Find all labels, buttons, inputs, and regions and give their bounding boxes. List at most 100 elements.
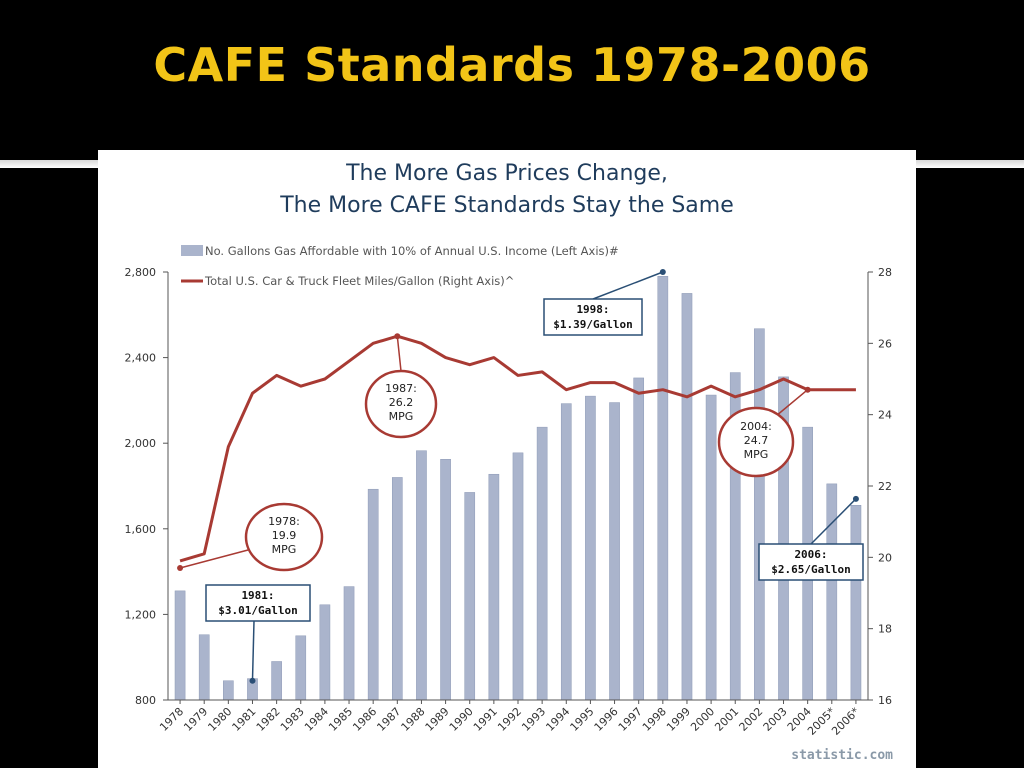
ellipse-callout [364,369,438,439]
ellipse-point [804,386,811,393]
x-tick-label: 2003 [761,705,790,734]
right-tick-label: 22 [878,480,892,493]
bar-series [174,276,862,701]
x-tick-label: 2000 [688,705,717,734]
source-label: statistic.com [791,748,893,763]
legend-bar-swatch [181,245,203,256]
bar-1998 [657,276,669,701]
x-tick-label: 1986 [350,705,379,734]
callout-label: 2006: [794,548,827,561]
bar-1992 [512,452,524,701]
right-tick-label: 20 [878,551,892,564]
bar-1982 [271,661,282,701]
bar-2000 [705,394,717,701]
ellipse-callout [717,406,795,478]
callout-leader [810,498,857,545]
x-tick-label: 1989 [423,705,452,734]
callout-label: 1998: [576,303,609,316]
x-tick-label: 1987 [374,705,403,734]
callout-point [249,677,256,684]
callout-value: $1.39/Gallon [553,318,632,331]
ellipse-value: 26.2 [389,396,414,409]
bar-1989 [440,459,451,701]
x-tick-label: 1988 [399,705,428,734]
slide-title: CAFE Standards 1978-2006 [153,38,871,92]
callout-box [205,584,311,622]
x-tick-label: 1997 [616,705,645,734]
x-tick-label: 1995 [568,705,597,734]
mpg-line [179,334,856,563]
callout-value: $3.01/Gallon [218,604,297,617]
bar-1997 [633,377,645,701]
ellipse-point [394,333,401,340]
x-tick-label: 1996 [592,705,621,734]
line-series [179,334,856,563]
bar-1991 [488,473,500,701]
bar-1978 [174,590,186,701]
x-tick-label: 1990 [447,705,476,734]
ellipse-unit: MPG [389,410,414,423]
left-tick-label: 800 [135,694,156,707]
left-tick-label: 2,400 [125,352,157,365]
callout-box [543,298,643,336]
bar-1996 [609,402,620,701]
bar-1988 [416,450,427,701]
ellipse-label: 1978: [268,515,300,528]
callout-point [659,269,666,275]
ellipse-label: 1987: [385,382,417,395]
chart-title: The More Gas Prices Change, The More CAF… [98,158,916,222]
ellipse-leader [179,549,249,569]
legend-line-label: Total U.S. Car & Truck Fleet Miles/Gallo… [204,274,514,288]
callout-point [852,495,859,502]
bar-1995 [585,395,596,701]
bar-1984 [319,604,331,701]
chart-title-line-1: The More Gas Prices Change, [346,161,668,186]
x-tick-label: 1982 [254,705,283,734]
ellipse-leader [775,389,809,417]
x-tick-label: 1980 [205,705,234,734]
ellipse-label: 2004: [740,420,772,433]
bar-1994 [560,403,572,701]
bar-1999 [681,293,693,701]
bar-1980 [223,680,234,701]
x-tick-label: 1978 [157,705,186,734]
bar-1990 [464,492,476,701]
callout-leader [592,271,664,300]
callout-box [758,543,864,581]
bar-2002 [754,328,765,701]
ellipse-leader [396,336,402,372]
x-tick-label: 1991 [471,705,500,734]
legend: No. Gallons Gas Affordable with 10% of A… [181,244,619,288]
ellipse-value: 24.7 [744,434,769,447]
x-tick-label: 1999 [664,705,693,734]
x-tick-label: 1984 [302,705,331,734]
ellipse-point [177,565,184,572]
ellipse-unit: MPG [272,543,297,556]
x-tick-label: 2002 [737,705,766,734]
x-tick-label: 1992 [495,705,524,734]
bar-1979 [198,634,210,701]
x-tick-label: 1981 [230,705,259,734]
right-tick-label: 24 [878,409,892,422]
x-tick-label: 2001 [712,705,741,734]
bar-1983 [295,635,307,701]
chart-title-line-2: The More CAFE Standards Stay the Same [280,193,734,218]
bar-1986 [367,488,379,701]
x-tick-label: 1985 [326,705,355,734]
x-tick-label: 1998 [640,705,669,734]
ellipse-value: 19.9 [272,529,297,542]
legend-bar-label: No. Gallons Gas Affordable with 10% of A… [205,244,619,258]
left-tick-label: 2,800 [125,266,157,279]
bar-2005* [826,483,838,701]
bar-2006* [850,505,862,701]
callout-value: $2.65/Gallon [771,563,850,576]
left-tick-label: 1,200 [125,608,157,621]
annotations: 1998: $1.39/Gallon 1981: $3.01/Gallon 2006: $… [177,269,864,684]
ellipse-unit: MPG [744,448,769,461]
ellipse-callout [244,502,324,572]
right-tick-label: 18 [878,623,892,636]
bar-1985 [343,586,355,701]
bar-1993 [536,426,548,701]
right-tick-label: 16 [878,694,892,707]
